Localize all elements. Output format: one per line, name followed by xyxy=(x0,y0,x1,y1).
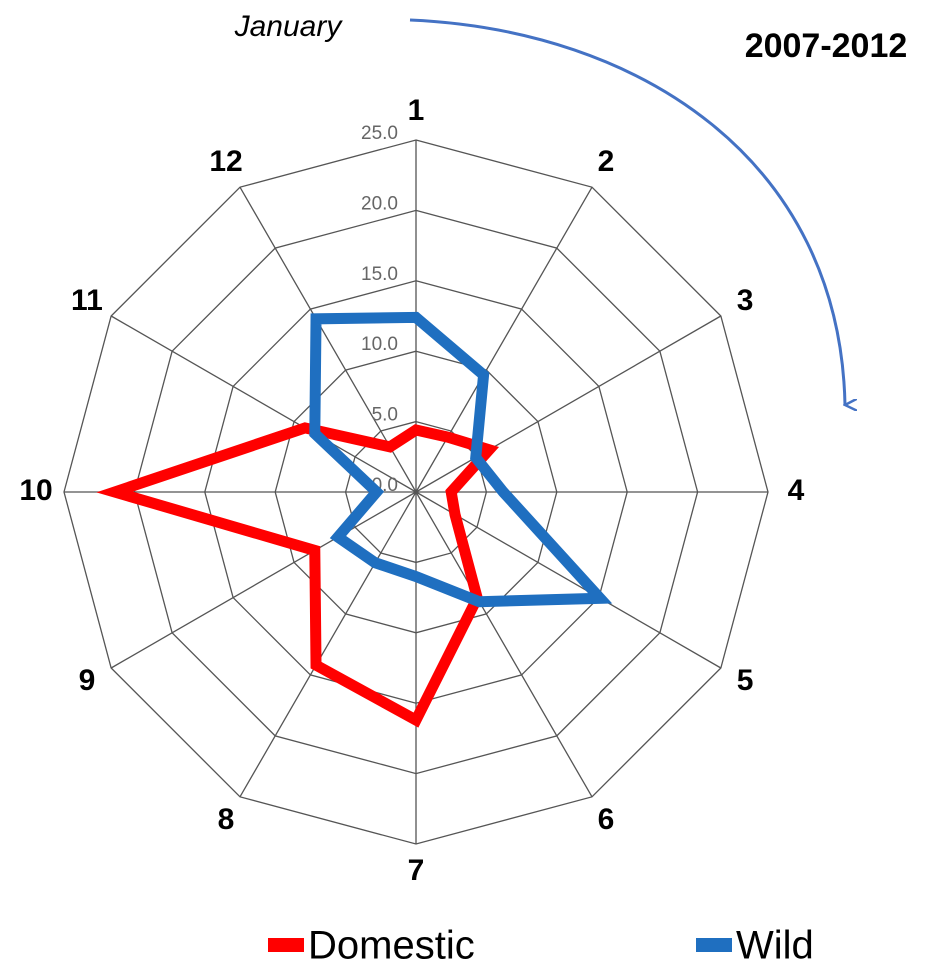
category-label: 3 xyxy=(737,284,754,317)
legend-swatch xyxy=(696,938,732,952)
category-label: 11 xyxy=(71,284,103,317)
category-label: 2 xyxy=(598,145,615,178)
spoke xyxy=(415,491,722,669)
spoke xyxy=(110,315,417,493)
spoke xyxy=(415,491,593,798)
category-label: 8 xyxy=(218,803,235,836)
category-label: 10 xyxy=(19,474,52,507)
category-label: 6 xyxy=(598,803,615,836)
arrow xyxy=(409,18,845,405)
tick-label: 20.0 xyxy=(361,193,398,214)
tick-label: 15.0 xyxy=(361,264,398,285)
spoke xyxy=(110,491,417,669)
annotation: January xyxy=(234,10,344,43)
series-line xyxy=(309,311,613,608)
category-label: 7 xyxy=(408,854,425,887)
category-label: 9 xyxy=(79,664,96,697)
category-label: 12 xyxy=(209,145,242,178)
series-line xyxy=(96,422,500,728)
legend-label: Wild xyxy=(736,924,814,968)
category-label: 5 xyxy=(737,664,754,697)
category-label: 1 xyxy=(408,94,425,127)
legend-label: Domestic xyxy=(308,924,475,968)
tick-label: 25.0 xyxy=(361,123,398,144)
chart-title: 2007-2012 xyxy=(745,27,908,65)
spoke xyxy=(239,491,417,798)
tick-label: 10.0 xyxy=(361,334,398,355)
tick-label: 5.0 xyxy=(372,405,398,426)
category-label: 4 xyxy=(788,474,805,507)
spoke xyxy=(415,315,722,493)
legend-swatch xyxy=(268,938,304,952)
